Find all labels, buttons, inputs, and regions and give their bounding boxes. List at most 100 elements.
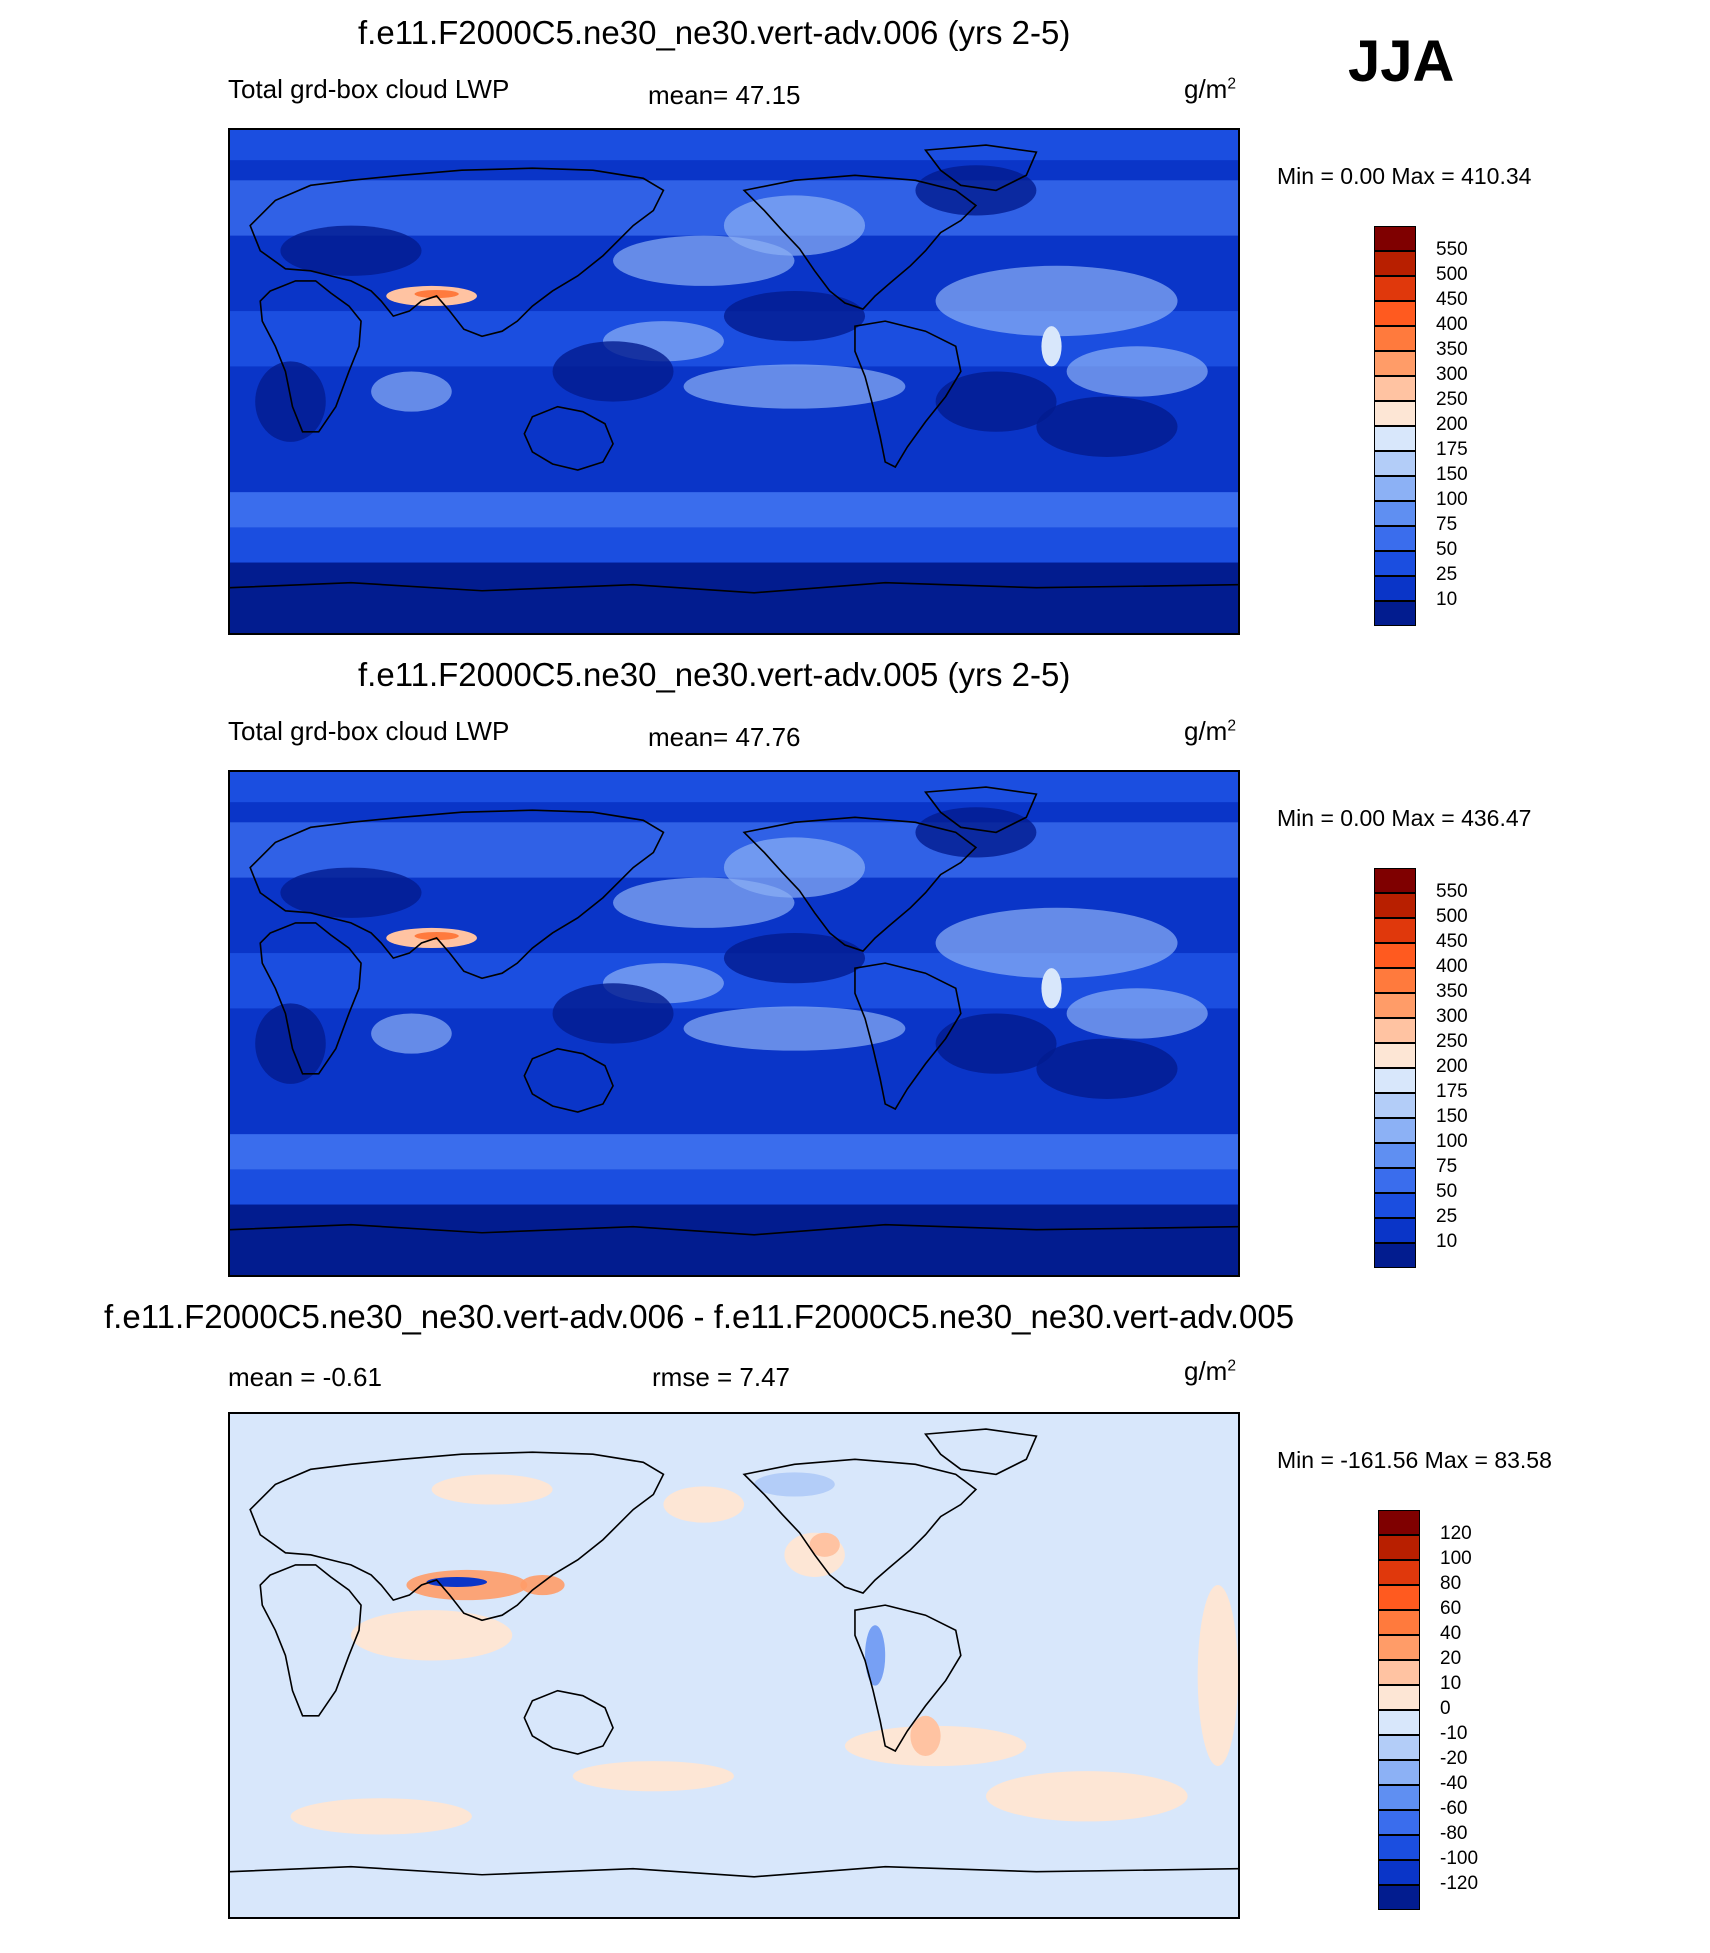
- colorbar-tick-label: 50: [1436, 539, 1458, 560]
- colorbar-tick-label: 100: [1436, 489, 1468, 510]
- panel-minmax: Min = -161.56 Max = 83.58: [1277, 1447, 1552, 1473]
- lwp-map: [230, 130, 1238, 633]
- panel-mean-label: mean= 47.76: [648, 722, 801, 752]
- colorbar-tick-label: 150: [1436, 464, 1468, 485]
- map-panel: [228, 128, 1240, 635]
- colorbar-swatch: [1378, 1635, 1420, 1660]
- lwp-map: [230, 772, 1238, 1275]
- colorbar-tick-label: 250: [1436, 1031, 1468, 1052]
- colorbar-swatch: [1378, 1760, 1420, 1785]
- colorbar-tick-label: 175: [1436, 439, 1468, 460]
- colorbar-tick-label: 400: [1436, 314, 1468, 335]
- colorbar-swatch: [1374, 918, 1416, 943]
- colorbar-tick-label: -120: [1440, 1873, 1479, 1894]
- panel-title: f.e11.F2000C5.ne30_ne30.vert-adv.005 (yr…: [358, 656, 1071, 693]
- colorbar-swatch: [1374, 226, 1416, 251]
- colorbar-tick-label: 450: [1436, 931, 1468, 952]
- colorbar-swatch: [1378, 1510, 1420, 1535]
- colorbar-tick-label: 80: [1440, 1573, 1462, 1594]
- season-label: JJA: [1348, 29, 1455, 94]
- colorbar-swatch: [1374, 501, 1416, 526]
- colorbar-tick-label: 400: [1436, 956, 1468, 977]
- colorbar-tick-label: 10: [1440, 1673, 1462, 1694]
- colorbar-swatch: [1374, 326, 1416, 351]
- colorbar-swatch: [1374, 1043, 1416, 1068]
- colorbar-swatch: [1374, 576, 1416, 601]
- colorbar-swatch: [1374, 526, 1416, 551]
- colorbar-tick-label: 150: [1436, 1106, 1468, 1127]
- colorbar-tick-label: -40: [1440, 1773, 1468, 1794]
- colorbar-tick-label: 200: [1436, 414, 1468, 435]
- panel-title: f.e11.F2000C5.ne30_ne30.vert-adv.006 - f…: [104, 1298, 1295, 1335]
- colorbar-tick-label: 40: [1440, 1623, 1462, 1644]
- colorbar-swatch: [1374, 376, 1416, 401]
- panel-title: f.e11.F2000C5.ne30_ne30.vert-adv.006 (yr…: [358, 14, 1071, 51]
- colorbar-swatch: [1378, 1885, 1420, 1910]
- colorbar-swatch: [1374, 1118, 1416, 1143]
- map-panel: [228, 770, 1240, 1277]
- colorbar-tick-label: 25: [1436, 1206, 1458, 1227]
- panel-mean-label: mean = -0.61: [228, 1362, 382, 1392]
- colorbar-swatch: [1378, 1860, 1420, 1885]
- colorbar-swatch: [1374, 943, 1416, 968]
- colorbar-tick-label: 100: [1440, 1548, 1472, 1569]
- colorbar-swatch: [1378, 1710, 1420, 1735]
- colorbar-swatch: [1374, 401, 1416, 426]
- colorbar-tick-label: -80: [1440, 1823, 1468, 1844]
- colorbar-swatch: [1378, 1810, 1420, 1835]
- colorbar-tick-label: 120: [1440, 1523, 1472, 1544]
- panel-units: g/m2: [1184, 716, 1237, 746]
- colorbar-swatch: [1374, 993, 1416, 1018]
- colorbar-swatch: [1374, 476, 1416, 501]
- colorbar-swatch: [1378, 1660, 1420, 1685]
- colorbar-swatch: [1378, 1585, 1420, 1610]
- colorbar-swatch: [1374, 868, 1416, 893]
- colorbar-swatch: [1374, 301, 1416, 326]
- colorbar-tick-label: 50: [1436, 1181, 1458, 1202]
- colorbar-swatch: [1374, 351, 1416, 376]
- colorbar-tick-label: 300: [1436, 1006, 1468, 1027]
- colorbar-tick-label: 60: [1440, 1598, 1462, 1619]
- colorbar-swatch: [1374, 1018, 1416, 1043]
- colorbar-tick-label: 500: [1436, 906, 1468, 927]
- colorbar-swatch: [1374, 1143, 1416, 1168]
- colorbar-swatch: [1374, 551, 1416, 576]
- colorbar-swatch: [1374, 1093, 1416, 1118]
- colorbar-swatch: [1378, 1735, 1420, 1760]
- colorbar-tick-label: 500: [1436, 264, 1468, 285]
- colorbar-tick-label: 250: [1436, 389, 1468, 410]
- colorbar-tick-label: 300: [1436, 364, 1468, 385]
- colorbar-tick-label: 550: [1436, 239, 1468, 260]
- colorbar-swatch: [1378, 1610, 1420, 1635]
- colorbar-tick-label: -10: [1440, 1723, 1468, 1744]
- colorbar-swatch: [1374, 251, 1416, 276]
- colorbar-tick-label: 175: [1436, 1081, 1468, 1102]
- colorbar-tick-label: 450: [1436, 289, 1468, 310]
- colorbar-swatch: [1374, 1068, 1416, 1093]
- colorbar-swatch: [1374, 1243, 1416, 1268]
- colorbar-swatch: [1378, 1835, 1420, 1860]
- colorbar-swatch: [1378, 1785, 1420, 1810]
- panel-minmax: Min = 0.00 Max = 436.47: [1277, 805, 1532, 831]
- colorbar-tick-label: -60: [1440, 1798, 1468, 1819]
- colorbar-tick-label: 350: [1436, 981, 1468, 1002]
- colorbar-tick-label: 100: [1436, 1131, 1468, 1152]
- panel-rmse-label: rmse = 7.47: [652, 1362, 791, 1392]
- panel-minmax: Min = 0.00 Max = 410.34: [1277, 163, 1532, 189]
- colorbar-swatch: [1374, 426, 1416, 451]
- colorbar-tick-label: 20: [1440, 1648, 1462, 1669]
- colorbar-tick-label: 550: [1436, 881, 1468, 902]
- map-panel: [228, 1412, 1240, 1919]
- panel-left-label: Total grd-box cloud LWP: [228, 716, 510, 746]
- colorbar-tick-label: 75: [1436, 514, 1458, 535]
- colorbar-tick-label: 25: [1436, 564, 1458, 585]
- colorbar-tick-label: 0: [1440, 1698, 1451, 1719]
- colorbar-tick-label: 200: [1436, 1056, 1468, 1077]
- colorbar-swatch: [1378, 1535, 1420, 1560]
- colorbar-swatch: [1374, 601, 1416, 626]
- colorbar-tick-label: -20: [1440, 1748, 1468, 1769]
- lwp-difference-map: [230, 1414, 1238, 1917]
- panel-units: g/m2: [1184, 1356, 1237, 1386]
- colorbar-swatch: [1374, 1193, 1416, 1218]
- colorbar-tick-label: 350: [1436, 339, 1468, 360]
